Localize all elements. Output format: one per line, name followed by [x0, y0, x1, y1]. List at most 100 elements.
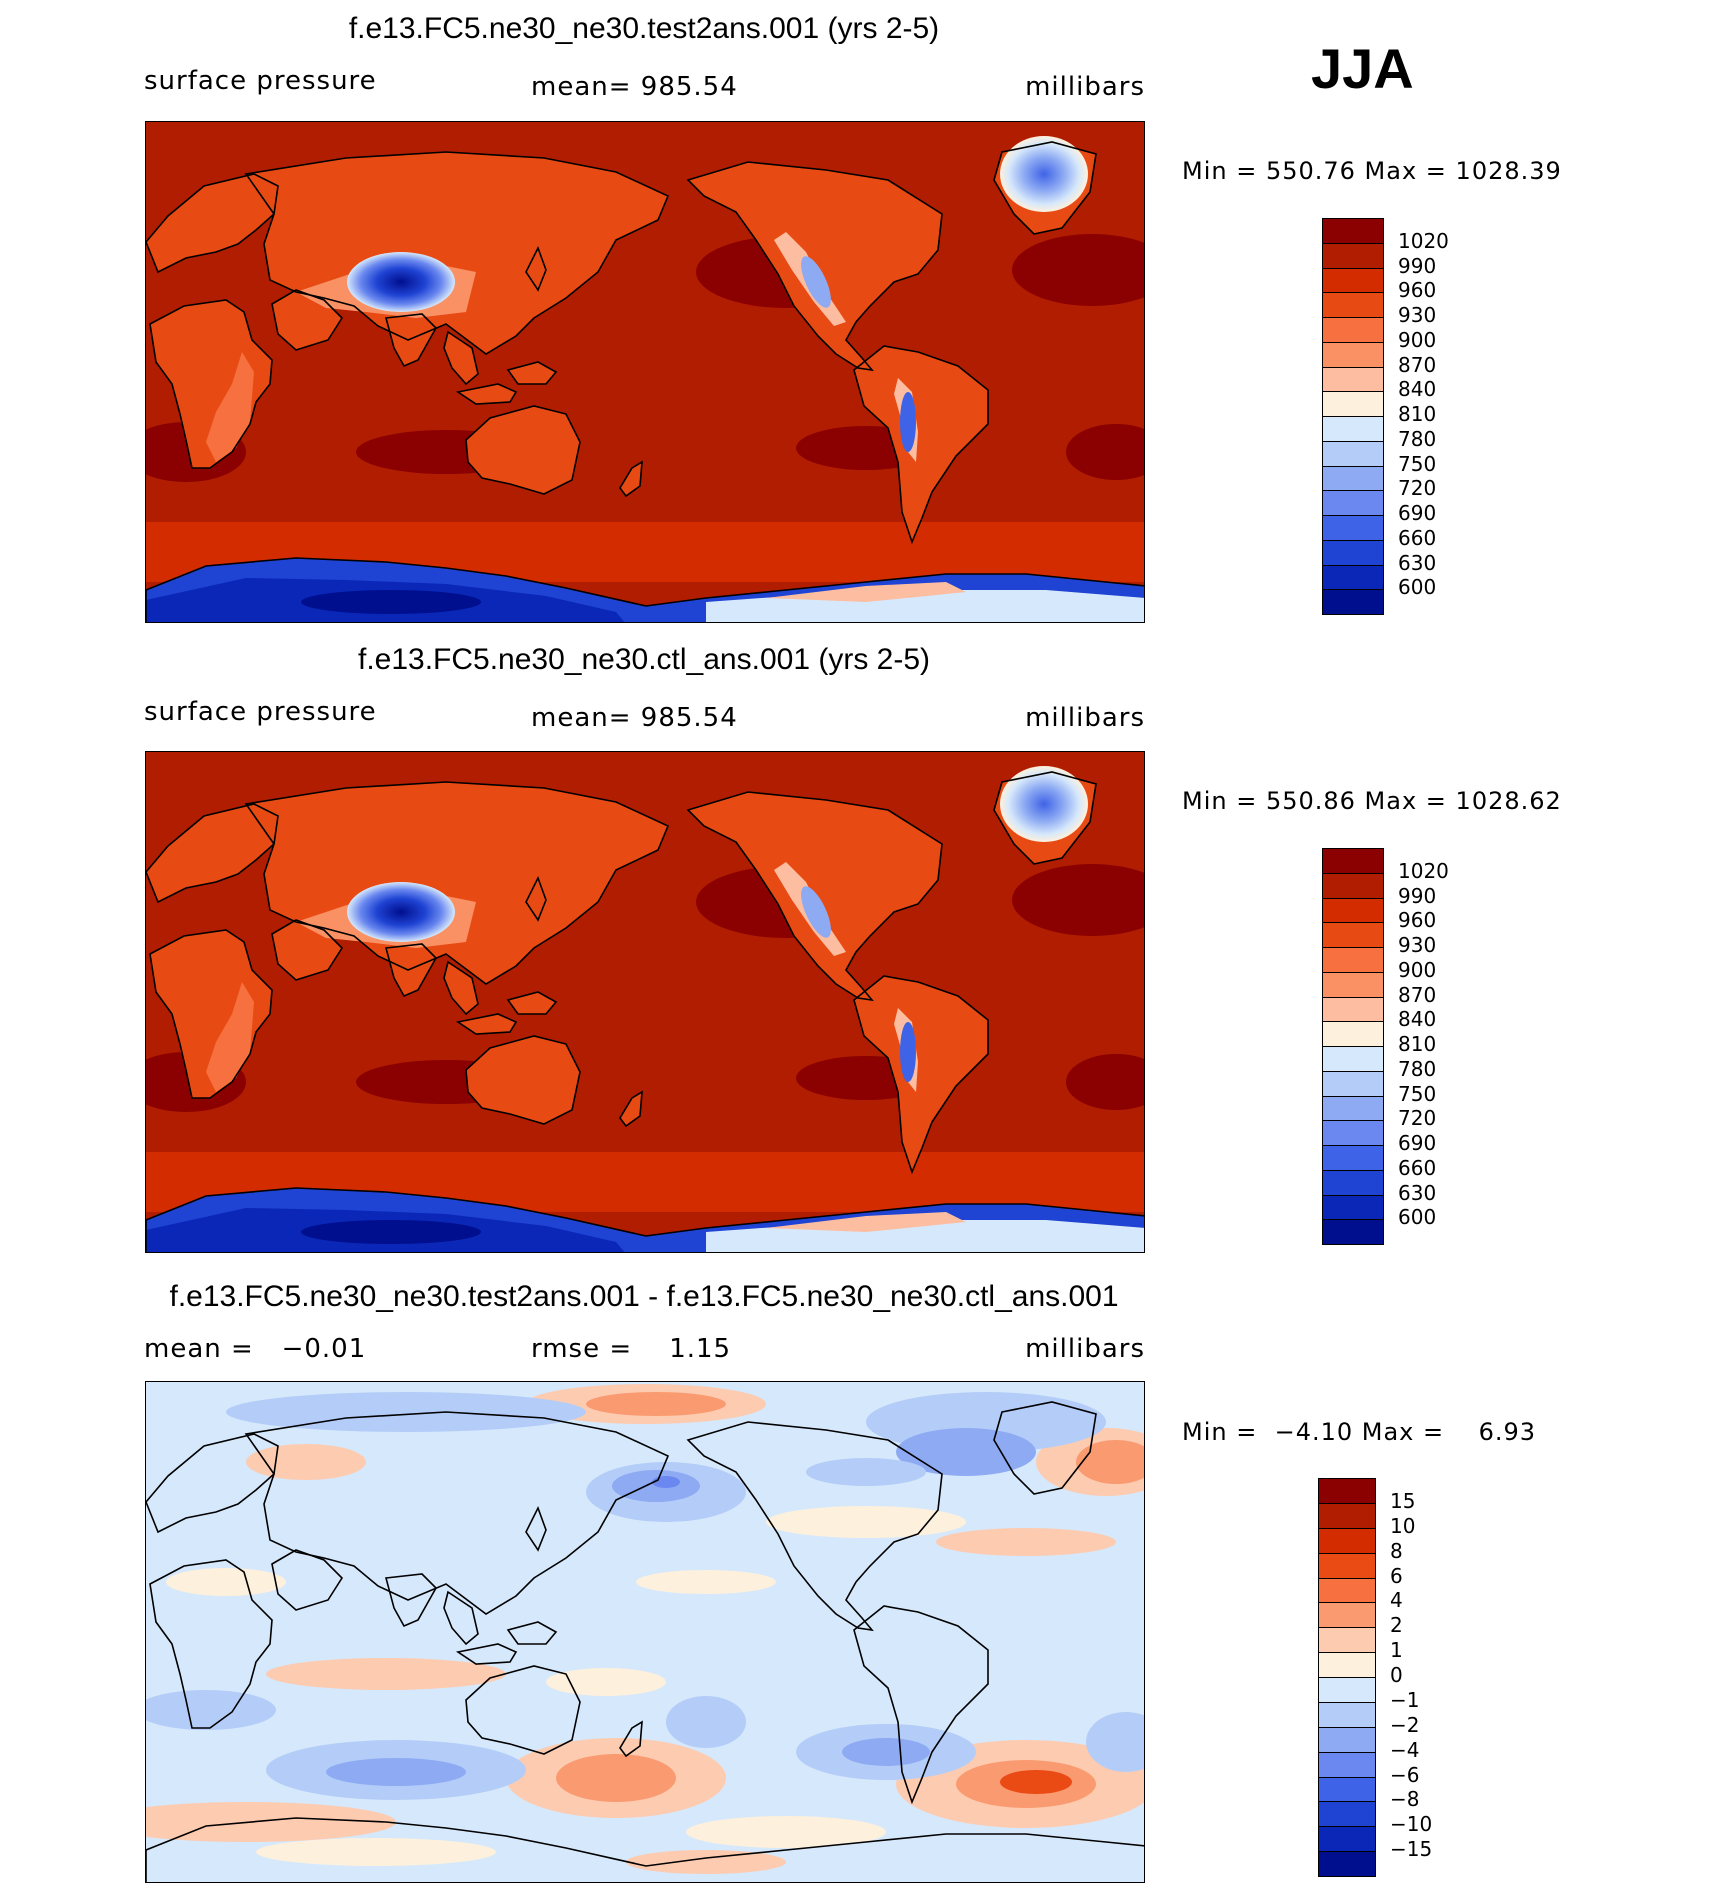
mean-label: mean= 985.54 [531, 703, 738, 733]
colorbar-label: −8 [1390, 1787, 1420, 1812]
positive-anomaly [266, 1658, 506, 1690]
rmse-label: rmse = 1.15 [531, 1334, 732, 1364]
colorbar-label: 990 [1398, 253, 1437, 278]
coastline-arabia [271, 919, 344, 981]
colorbar-swatch [1322, 1194, 1384, 1221]
colorbar-swatch [1318, 1478, 1376, 1504]
high-pressure-cell [1012, 864, 1144, 936]
colorbar-swatch [1318, 1776, 1376, 1803]
colorbar-swatch [1322, 267, 1384, 294]
colorbar-swatch [1322, 897, 1384, 924]
high-pressure-cell [1066, 424, 1144, 480]
colorbar-label: 840 [1398, 1007, 1437, 1032]
coastline-seasia [443, 330, 479, 386]
colorbar-label: 8 [1390, 1538, 1403, 1563]
positive-anomaly [546, 1668, 666, 1696]
east-antarctic-low [301, 1220, 481, 1244]
colorbar-swatch [1322, 1219, 1384, 1245]
negative-anomaly [146, 1690, 276, 1730]
coastline-japan [525, 875, 547, 922]
colorbar-swatch [1318, 1677, 1376, 1703]
colorbar-label: 4 [1390, 1588, 1403, 1613]
colorbar-label: −6 [1390, 1762, 1420, 1787]
colorbar-label: 1020 [1398, 228, 1449, 253]
colorbar-label: 600 [1398, 575, 1437, 600]
east-africa-highlands [206, 352, 254, 462]
land-seasia [444, 962, 478, 1014]
coastline-seasia [443, 960, 479, 1016]
positive-anomaly [636, 1570, 776, 1594]
colorbar-label: 870 [1398, 352, 1437, 377]
map-svg [146, 752, 1144, 1252]
negative-anomaly [652, 1476, 680, 1488]
min-max-label: Min = 550.76 Max = 1028.39 [1182, 157, 1562, 185]
surface-pressure-map [145, 121, 1145, 623]
map-svg [146, 122, 1144, 622]
colorbar-swatch [1318, 1726, 1376, 1753]
coastline-indo2 [506, 1621, 558, 1645]
colorbar-label: −1 [1390, 1687, 1420, 1712]
positive-anomaly [686, 1816, 886, 1848]
coastline-antarctica [146, 557, 1144, 622]
colorbar-label: 15 [1390, 1488, 1416, 1513]
positive-anomaly [586, 1392, 726, 1416]
colorbar-swatch [1322, 391, 1384, 417]
map-svg [146, 1382, 1144, 1882]
land-samerica [854, 976, 988, 1172]
colorbar-swatch [1322, 1120, 1384, 1146]
colorbar-label: −15 [1390, 1837, 1433, 1862]
colorbar-label: 2 [1390, 1613, 1403, 1638]
colorbar-swatch [1322, 1095, 1384, 1122]
land-indo1 [458, 1014, 516, 1034]
colorbar-swatch [1318, 1627, 1376, 1654]
colorbar-swatch [1322, 1070, 1384, 1097]
coastline-arabia [271, 289, 344, 351]
colorbar-swatch [1318, 1527, 1376, 1554]
colorbar-swatch [1322, 539, 1384, 566]
colorbar-swatch [1322, 589, 1384, 615]
colorbar-swatch [1322, 440, 1384, 467]
difference-map [145, 1381, 1145, 1883]
coastline-arabia [271, 1549, 344, 1611]
coastline-nz [619, 1090, 643, 1128]
land-nz [620, 1092, 642, 1126]
coastline-indo1 [455, 1643, 518, 1665]
coastline-nz [619, 460, 643, 498]
colorbar: 15 10 8 6 4 2 1 0 −1 −2 −4 −6 −8 −10 −15 [1318, 1478, 1432, 1877]
coastline-africa [149, 929, 273, 1099]
units-label: millibars [1025, 72, 1145, 102]
colorbar-swatch [1318, 1502, 1376, 1529]
min-max-label: Min = −4.10 Max = 6.93 [1182, 1418, 1537, 1446]
colorbar-swatch [1318, 1801, 1376, 1828]
colorbar-label: −10 [1390, 1812, 1433, 1837]
coastline-nz [619, 1720, 643, 1758]
surface-pressure-map [145, 751, 1145, 1253]
negative-anomaly [226, 1392, 586, 1432]
colorbar-label: 900 [1398, 957, 1437, 982]
land-seasia [444, 332, 478, 384]
colorbar-swatch [1322, 1021, 1384, 1047]
coastline-europe [146, 173, 279, 274]
colorbar-swatch [1322, 515, 1384, 541]
colorbar-swatch [1322, 490, 1384, 516]
east-africa-highlands [206, 982, 254, 1092]
colorbar-swatch [1322, 971, 1384, 998]
rockies-core [801, 886, 831, 938]
colorbar-label: 750 [1398, 451, 1437, 476]
colorbar-label: 960 [1398, 908, 1437, 933]
colorbar-swatch [1318, 1602, 1376, 1629]
units-label: millibars [1025, 1334, 1145, 1364]
coastline-indo1 [455, 383, 518, 405]
colorbar-label: 10 [1390, 1513, 1416, 1538]
colorbar-swatch [1318, 1826, 1376, 1853]
colorbar-swatch [1322, 996, 1384, 1023]
positive-anomaly [1076, 1440, 1144, 1484]
colorbar-label: 840 [1398, 377, 1437, 402]
panel-title: f.e13.FC5.ne30_ne30.test2ans.001 (yrs 2-… [348, 12, 940, 45]
colorbar-swatch [1318, 1577, 1376, 1604]
colorbar-swatch [1322, 564, 1384, 591]
land-europe [146, 804, 278, 902]
positive-anomaly [766, 1506, 966, 1538]
colorbar-label: 600 [1398, 1205, 1437, 1230]
panel-title: f.e13.FC5.ne30_ne30.ctl_ans.001 (yrs 2-5… [357, 643, 931, 676]
